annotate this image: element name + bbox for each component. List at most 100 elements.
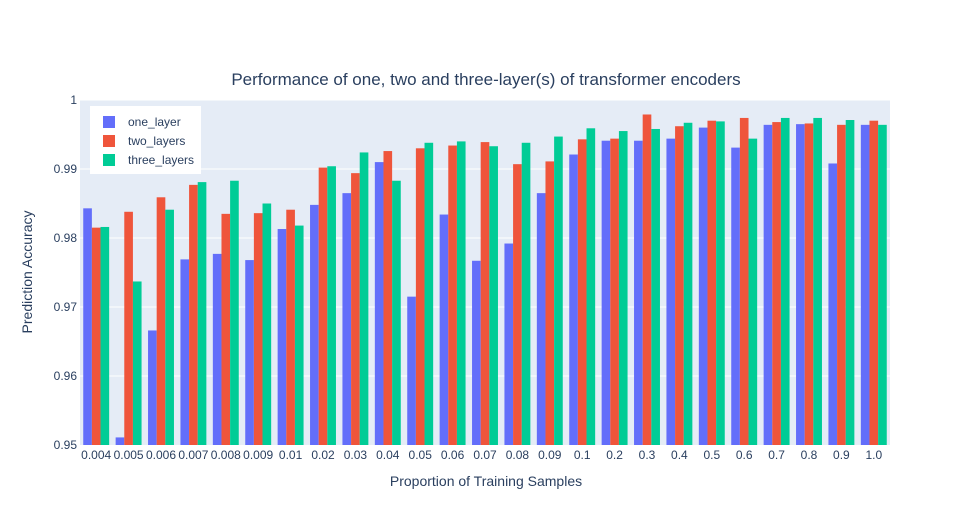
- bar-three_layers-1.0[interactable]: [878, 124, 887, 445]
- bar-two_layers-0.02[interactable]: [318, 167, 328, 445]
- bar-three_layers-0.02[interactable]: [327, 166, 336, 446]
- bar-three_layers-0.8[interactable]: [813, 117, 822, 445]
- x-tick-label: 0.007: [178, 448, 208, 462]
- bar-two_layers-0.6[interactable]: [739, 117, 749, 445]
- bar-one_layer-0.01[interactable]: [277, 229, 287, 445]
- bar-two_layers-0.4[interactable]: [675, 126, 684, 445]
- bar-three_layers-0.2[interactable]: [618, 131, 628, 446]
- bar-two_layers-0.1[interactable]: [577, 139, 587, 445]
- bar-three_layers-0.04[interactable]: [392, 180, 401, 446]
- bar-one_layer-0.4[interactable]: [666, 138, 676, 445]
- bar-one_layer-0.06[interactable]: [439, 214, 449, 445]
- bar-two_layers-0.7[interactable]: [772, 122, 781, 445]
- bar-one_layer-0.6[interactable]: [731, 147, 740, 446]
- bar-two_layers-0.008[interactable]: [221, 213, 231, 445]
- bar-two_layers-0.05[interactable]: [415, 148, 425, 446]
- bar-one_layer-0.9[interactable]: [828, 163, 838, 446]
- bar-one_layer-0.04[interactable]: [374, 162, 384, 445]
- bar-one_layer-0.009[interactable]: [245, 260, 254, 445]
- legend-label-two_layers[interactable]: two_layers: [128, 134, 185, 148]
- bar-two_layers-0.8[interactable]: [804, 123, 814, 446]
- bar-one_layer-0.006[interactable]: [148, 330, 157, 445]
- bar-three_layers-0.004[interactable]: [100, 226, 110, 445]
- bar-one_layer-0.03[interactable]: [342, 193, 352, 445]
- bar-two_layers-0.09[interactable]: [545, 161, 555, 445]
- x-tick-label: 0.1: [574, 448, 591, 462]
- y-tick-label: 0.95: [54, 438, 78, 452]
- x-tick-label: 0.009: [243, 448, 273, 462]
- y-tick-label: 0.97: [54, 300, 78, 314]
- legend-label-three_layers[interactable]: three_layers: [128, 153, 194, 167]
- bar-one_layer-0.07[interactable]: [472, 260, 481, 445]
- bar-one_layer-0.8[interactable]: [796, 124, 805, 446]
- y-tick-labels: 0.95 0.96 0.97 0.98 0.99 1: [54, 93, 78, 452]
- bar-one_layer-0.3[interactable]: [634, 140, 643, 445]
- bar-two_layers-0.07[interactable]: [480, 142, 490, 445]
- bar-two_layers-0.04[interactable]: [383, 151, 393, 445]
- bar-one_layer-0.7[interactable]: [763, 124, 773, 445]
- bar-two_layers-0.004[interactable]: [91, 227, 101, 445]
- x-tick-label: 0.05: [409, 448, 433, 462]
- bar-three_layers-0.4[interactable]: [683, 122, 693, 446]
- x-tick-label: 0.01: [279, 448, 303, 462]
- x-tick-label: 0.06: [441, 448, 465, 462]
- x-tick-label: 0.04: [376, 448, 400, 462]
- bar-one_layer-0.005[interactable]: [115, 437, 125, 445]
- bar-one_layer-0.008[interactable]: [212, 253, 222, 445]
- bar-two_layers-0.007[interactable]: [189, 184, 198, 445]
- bar-three_layers-0.9[interactable]: [845, 120, 855, 445]
- legend[interactable]: one_layer two_layers three_layers: [90, 106, 201, 174]
- bar-three_layers-0.1[interactable]: [586, 128, 596, 446]
- bar-three_layers-0.01[interactable]: [294, 225, 304, 445]
- bar-two_layers-0.03[interactable]: [351, 173, 360, 445]
- bar-three_layers-0.6[interactable]: [748, 138, 758, 445]
- bar-one_layer-0.5[interactable]: [698, 127, 708, 445]
- bar-three_layers-0.006[interactable]: [165, 209, 174, 445]
- x-tick-label: 0.02: [311, 448, 335, 462]
- bar-three_layers-0.07[interactable]: [489, 146, 498, 446]
- bar-two_layers-0.006[interactable]: [156, 197, 166, 445]
- bar-two_layers-0.5[interactable]: [707, 120, 717, 445]
- bar-two_layers-0.06[interactable]: [448, 145, 457, 446]
- legend-label-one_layer[interactable]: one_layer: [128, 115, 181, 129]
- bar-three_layers-0.06[interactable]: [456, 141, 466, 445]
- bar-one_layer-0.05[interactable]: [407, 296, 416, 445]
- x-tick-label: 0.5: [703, 448, 720, 462]
- x-tick-label: 0.07: [473, 448, 497, 462]
- bar-one_layer-1.0[interactable]: [860, 124, 870, 445]
- x-tick-label: 0.6: [736, 448, 753, 462]
- bar-three_layers-0.007[interactable]: [197, 182, 207, 446]
- bar-one_layer-0.09[interactable]: [536, 193, 546, 445]
- bar-two_layers-0.005[interactable]: [124, 211, 133, 445]
- legend-swatch-two_layers: [103, 135, 115, 147]
- bar-two_layers-0.2[interactable]: [610, 138, 619, 445]
- bar-three_layers-0.5[interactable]: [716, 121, 725, 445]
- bar-one_layer-0.1[interactable]: [569, 154, 578, 445]
- bar-three_layers-0.09[interactable]: [554, 136, 563, 445]
- bar-three_layers-0.005[interactable]: [132, 281, 142, 445]
- bar-one_layer-0.08[interactable]: [504, 243, 514, 445]
- bar-two_layers-0.009[interactable]: [253, 213, 263, 445]
- bar-one_layer-0.02[interactable]: [310, 204, 319, 445]
- bar-one_layer-0.004[interactable]: [83, 208, 92, 445]
- bar-one_layer-0.007[interactable]: [180, 259, 190, 445]
- bar-two_layers-1.0[interactable]: [869, 120, 879, 445]
- bar-two_layers-0.08[interactable]: [513, 164, 522, 446]
- bar-one_layer-0.2[interactable]: [601, 140, 611, 445]
- bar-two_layers-0.9[interactable]: [837, 124, 846, 445]
- bar-two_layers-0.3[interactable]: [642, 114, 652, 446]
- x-tick-label: 0.006: [146, 448, 176, 462]
- bar-three_layers-0.7[interactable]: [780, 117, 790, 445]
- x-tick-label: 0.8: [801, 448, 818, 462]
- bar-three_layers-0.009[interactable]: [262, 203, 272, 446]
- x-tick-label: 0.08: [506, 448, 530, 462]
- bar-three_layers-0.3[interactable]: [651, 128, 660, 446]
- bar-three_layers-0.008[interactable]: [230, 180, 239, 446]
- bar-three_layers-0.03[interactable]: [359, 152, 369, 445]
- bar-three_layers-0.05[interactable]: [424, 142, 434, 445]
- bar-two_layers-0.01[interactable]: [286, 209, 295, 445]
- x-tick-label: 0.3: [639, 448, 656, 462]
- x-tick-label: 0.2: [606, 448, 623, 462]
- bar-three_layers-0.08[interactable]: [521, 142, 531, 445]
